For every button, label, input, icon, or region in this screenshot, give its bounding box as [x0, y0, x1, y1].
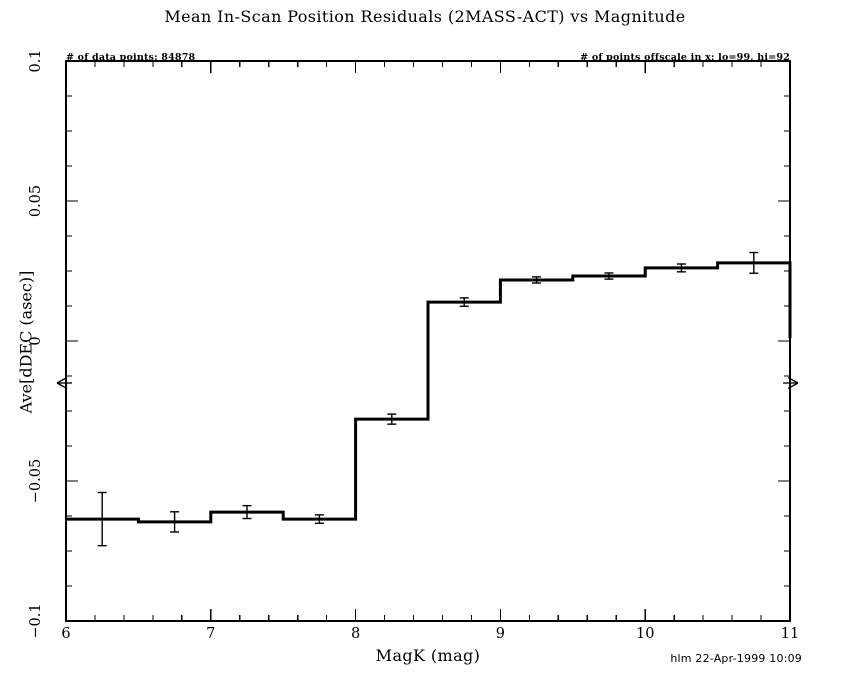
- error-bars: [97, 251, 759, 547]
- chart-title: Mean In-Scan Position Residuals (2MASS-A…: [164, 7, 686, 26]
- x-axis-title: MagK (mag): [375, 646, 481, 665]
- offscale-arrow-right: [783, 376, 799, 390]
- svg-text:0.1: 0.1: [28, 49, 44, 72]
- y-tick-labels: −0.1 −0.05 0 0.05 0.1: [28, 49, 44, 638]
- svg-text:−0.1: −0.1: [28, 603, 44, 638]
- svg-text:7: 7: [206, 626, 215, 642]
- offscale-arrow-left: [56, 376, 72, 390]
- svg-text:−0.05: −0.05: [28, 459, 44, 503]
- offscale-annotation: # of points offscale in x: lo=99, hi=92: [580, 52, 790, 63]
- axis-ticks: [65, 60, 791, 622]
- svg-text:9: 9: [496, 626, 505, 642]
- svg-text:8: 8: [351, 626, 360, 642]
- histogram-line: [66, 261, 792, 524]
- svg-text:11: 11: [781, 626, 799, 642]
- x-tick-labels: 6 7 8 9 10 11: [61, 626, 799, 642]
- data-points-annotation: # of data points: 84878: [66, 52, 196, 63]
- svg-text:0: 0: [28, 336, 44, 345]
- svg-text:0.05: 0.05: [28, 185, 44, 217]
- credit-stamp: hlm 22-Apr-1999 10:09: [670, 652, 802, 665]
- y-axis-title: Ave[dDEC (asec)]: [16, 270, 36, 414]
- svg-text:10: 10: [636, 626, 654, 642]
- svg-text:6: 6: [61, 626, 70, 642]
